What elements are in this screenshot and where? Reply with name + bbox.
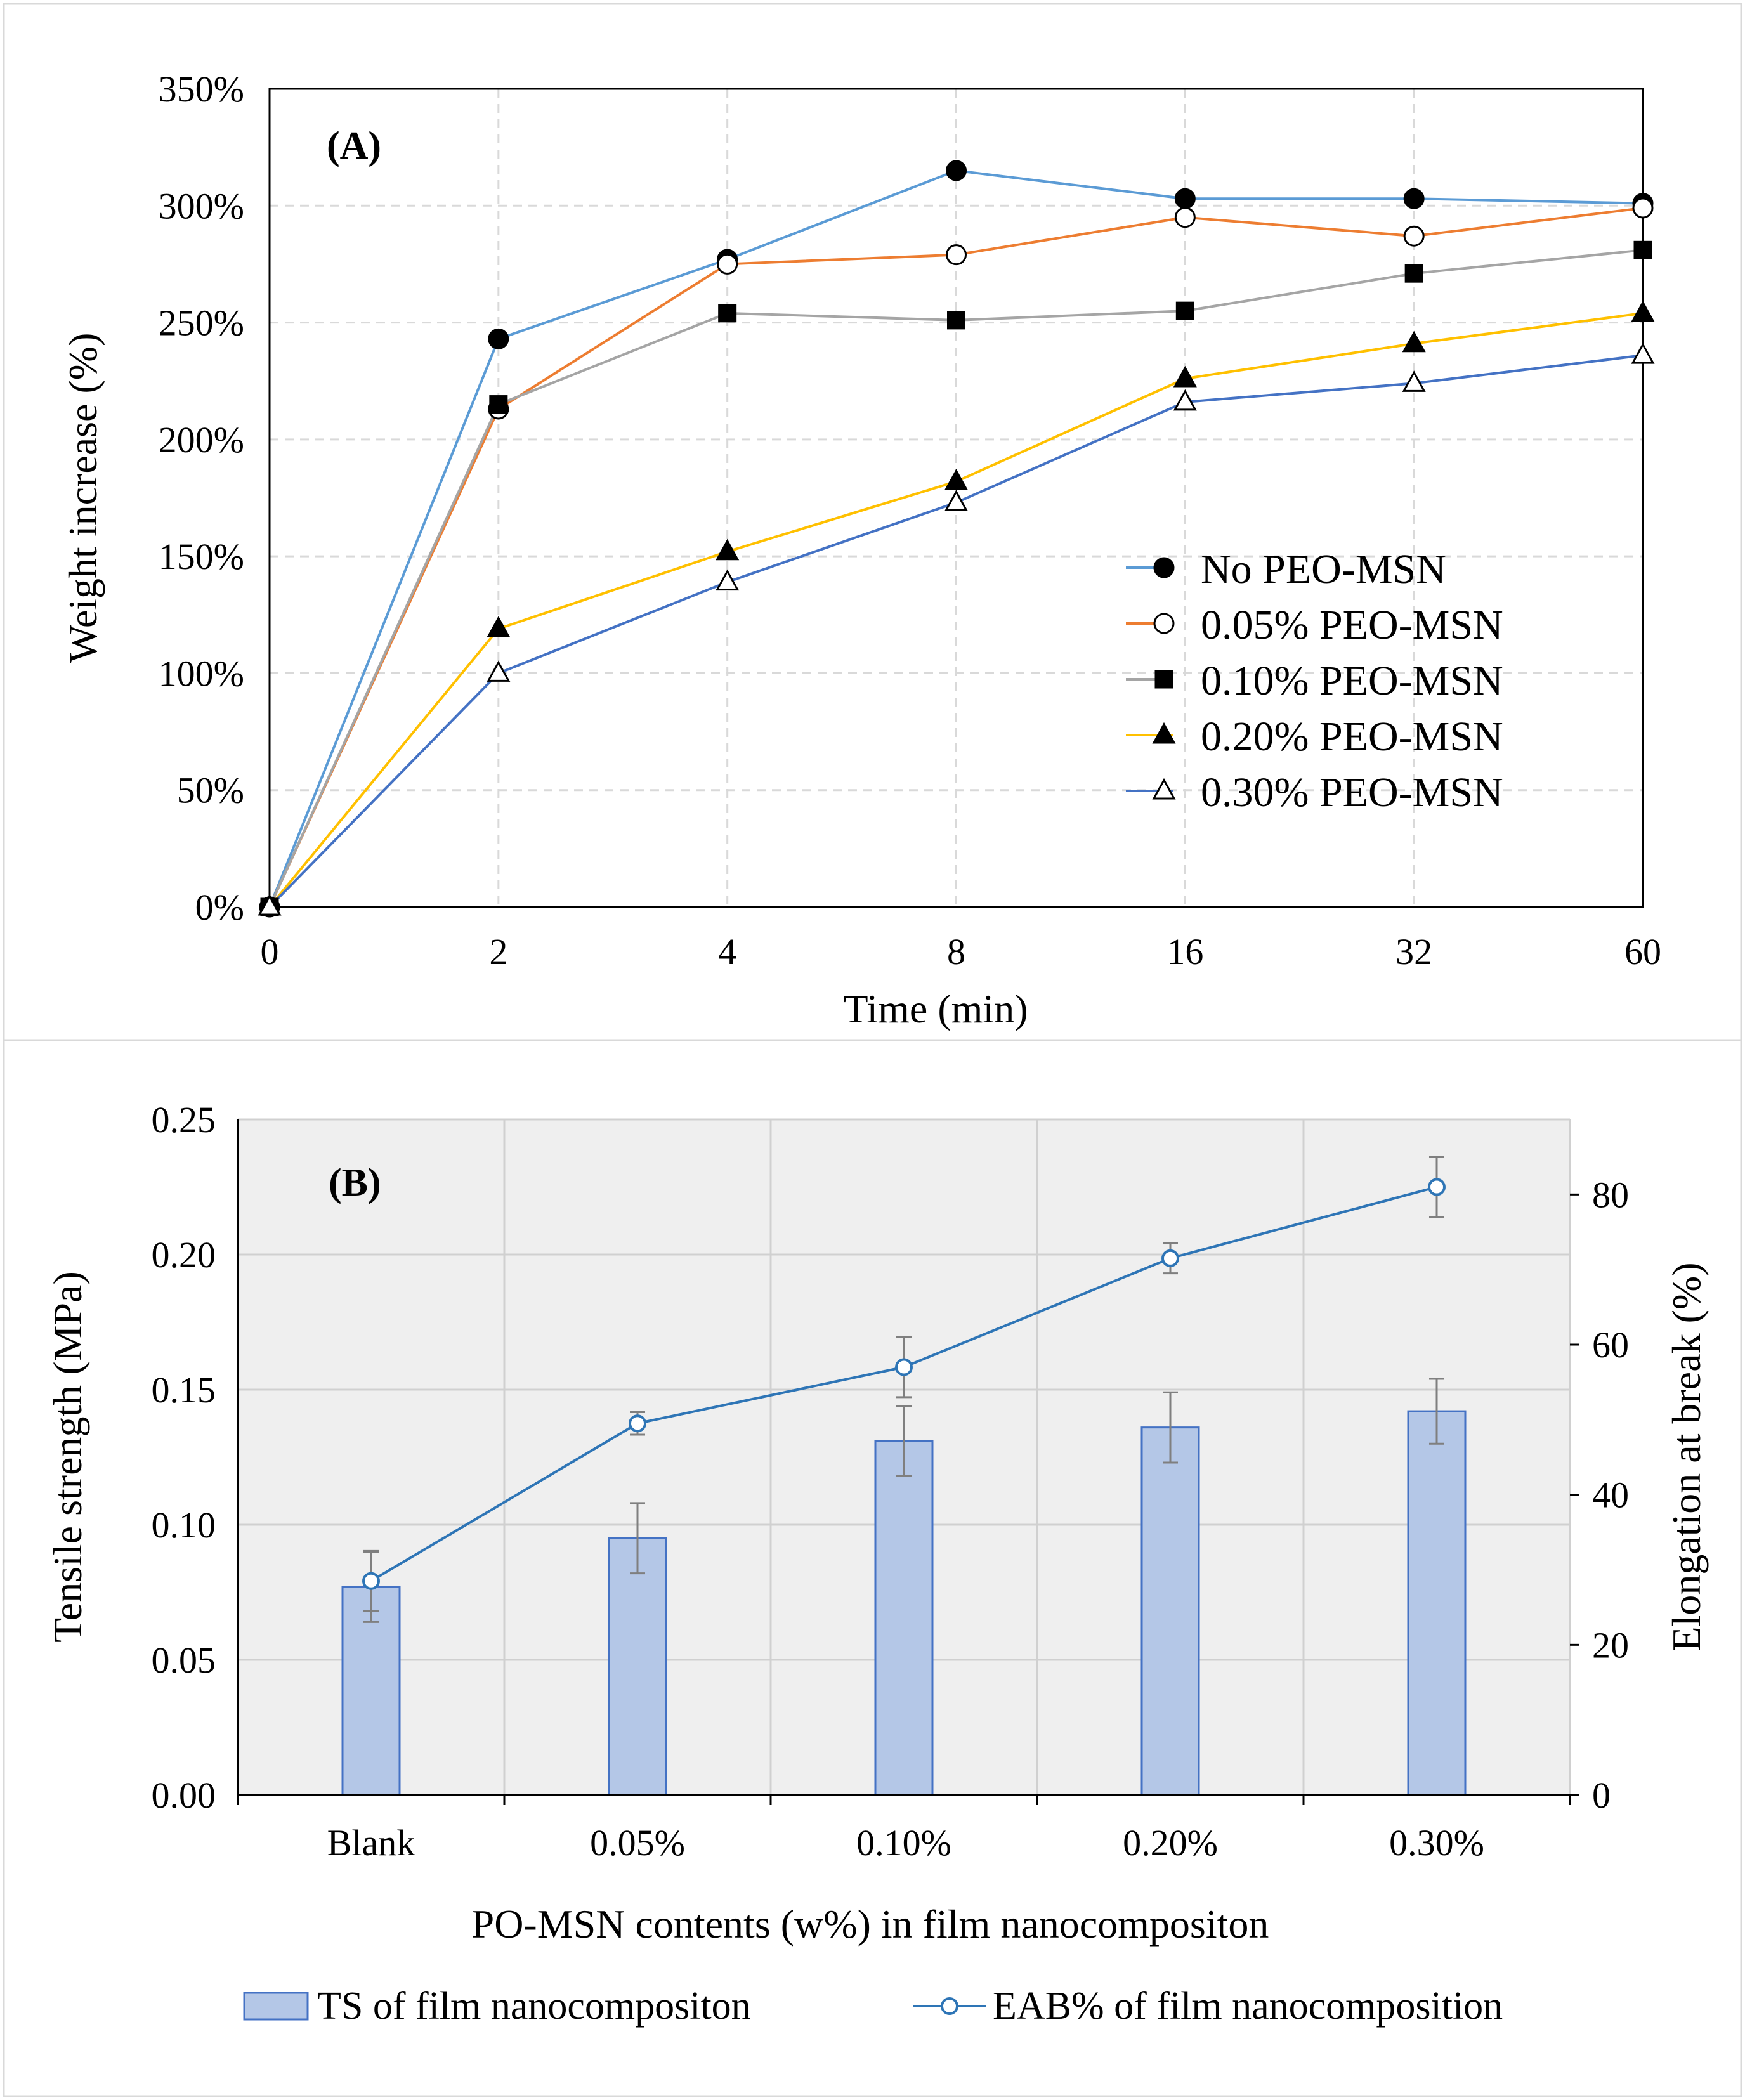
panel-b-y2-axis-title: Elongation at break (%) [1664,1262,1709,1651]
panel-a-data-point [717,253,738,275]
panel-b-chart: 0.00 0.05 0.10 0.15 0.20 0.25 0 20 40 60 80 Blank 0.… [45,1099,1709,2028]
panel-a-data-point [946,244,967,266]
panel-b-label: (B) [329,1161,381,1204]
legend-entry-label: 0.20% PEO-MSN [1201,714,1503,760]
panel-a-y-tick-label: 350% [159,68,244,110]
panel-a-data-point [1173,365,1197,388]
legend-marker [1153,557,1175,578]
panel-b-x-tick-label: 0.30% [1389,1822,1484,1863]
panel-a-y-tick-label: 100% [159,653,244,694]
panel-a-data-point [944,490,969,511]
legend-bar-swatch [243,1992,309,2021]
panel-a-x-axis-title: Time (min) [844,986,1028,1031]
panel-a-data-point [489,395,508,414]
panel-b-y2-tick-label: 80 [1592,1174,1629,1215]
panel-a-data-point [488,328,509,349]
panel-b-y-tick-label: 0.10 [152,1504,216,1546]
panel-a-data-point [1174,207,1196,228]
panel-b-x-axis-title: PO-MSN contents (w%) in film nanocomposi… [472,1901,1269,1947]
panel-a-y-tick-label: 200% [159,419,244,460]
panel-b-x-tick-label: 0.05% [590,1822,685,1863]
panel-a-data-point [1633,240,1652,259]
legend-line-marker [941,1997,958,2015]
panel-b-y2-tick-label: 40 [1592,1475,1629,1516]
panel-b-eab-point [629,1414,646,1433]
panel-b-y2-tick-label: 20 [1592,1624,1629,1666]
panel-a-label: (A) [327,124,381,167]
panel-b-bar [1407,1410,1467,1796]
panel-a-plot-frame [268,88,1644,908]
panel-a-legend: No PEO-MSN 0.05% PEO-MSN 0.10% PEO-MSN 0.20… [1126,546,1503,816]
legend-entry-label: No PEO-MSN [1201,546,1446,592]
legend-entry-label: EAB% of film nanocomposition [993,1985,1503,2028]
legend-entry-label: 0.10% PEO-MSN [1201,658,1503,704]
panel-a-x-tick-label: 0 [261,931,279,972]
panel-a-x-tick-label: 4 [718,931,736,972]
legend-marker [1152,722,1176,744]
panel-a-x-tick-label: 2 [489,931,507,972]
panel-b-x-tick-label: Blank [327,1822,415,1863]
panel-b-x-tick-label: 0.10% [856,1822,951,1863]
legend-entry-label: 0.05% PEO-MSN [1201,602,1503,648]
panel-a-x-tick-label: 8 [947,931,965,972]
legend-entry-label: 0.30% PEO-MSN [1201,769,1503,816]
panel-b-eab-point [1161,1249,1179,1267]
panel-b-y-tick-label: 0.00 [152,1775,216,1816]
panel-a-data-point [1402,330,1426,353]
panel-b-y-tick-label: 0.05 [152,1640,216,1681]
panel-a-data-point [1174,188,1196,209]
panel-a-data-point [1402,370,1426,392]
panel-a-y-tick-label: 250% [159,303,244,344]
panel-a-y-tick-label: 300% [159,185,244,226]
panel-a-data-point [258,894,282,916]
panel-a-data-point [1175,301,1194,320]
panel-b-y2-tick-label: 0 [1592,1775,1611,1816]
panel-b-y-tick-label: 0.25 [152,1099,216,1140]
panel-a-data-point [1173,389,1197,411]
panel-a-chart: 0%50%100%150%200%250%300%350%0 2 4 8 16 32 60 … [60,68,1661,1031]
panel-a-data-point [1631,342,1655,364]
panel-a-data-point [716,538,740,561]
panel-a-data-point [947,311,965,330]
panel-a-x-tick-label: 16 [1167,931,1203,972]
panel-a-data-point [1631,300,1655,322]
panel-a-data-point [1632,197,1654,219]
panel-a-data-point [487,660,511,682]
legend-marker [1152,778,1176,800]
panel-a-data-point [1403,188,1425,209]
panel-a-x-tick-label: 32 [1395,931,1432,972]
panel-a-data-point [718,304,737,323]
panel-a-data-point [944,469,969,490]
panel-a-data-point [487,616,511,637]
panel-b-eab-point [895,1358,913,1376]
panel-b-y2-tick-label: 60 [1592,1324,1629,1366]
legend-marker [1153,613,1175,634]
panel-b-bar [608,1537,667,1796]
panel-a-data-point [1404,264,1423,283]
panel-b-legend: TS of film nanocompositon EAB% of film na… [243,1985,1503,2028]
panel-b-eab-point [1428,1178,1446,1196]
panel-a-data-point [1403,225,1425,247]
panel-a-y-tick-label: 50% [177,770,244,811]
panel-a-y-tick-label: 0% [195,887,244,928]
panel-b-bar [1140,1426,1200,1796]
panel-a-y-axis-title: Weight increase (%) [60,333,105,663]
panel-b-eab-point [362,1572,380,1590]
legend-entry-label: TS of film nanocompositon [317,1985,751,2028]
panel-a-x-tick-label: 60 [1624,931,1661,972]
panel-a-data-point [716,569,740,591]
panel-b-y-axis-title: Tensile strength (MPa) [45,1271,90,1643]
panel-b-y-tick-label: 0.20 [152,1234,216,1275]
panel-a-y-tick-label: 150% [159,536,244,577]
panel-b-x-tick-label: 0.20% [1123,1822,1218,1863]
panel-b-y-tick-label: 0.15 [152,1369,216,1411]
panel-b-bar [874,1440,934,1796]
panel-a-data-point [946,160,967,181]
legend-marker [1154,670,1173,689]
